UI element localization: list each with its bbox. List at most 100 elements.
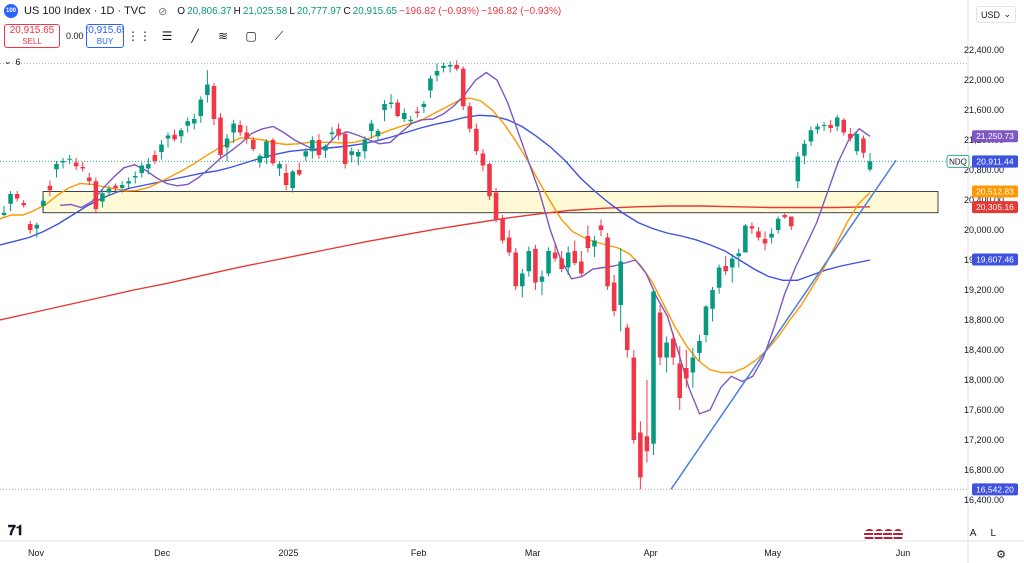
- change-value-2: −196.82 (−0.93%): [481, 5, 562, 17]
- rectangle-icon[interactable]: ▢: [245, 29, 257, 43]
- candle: [592, 240, 597, 247]
- candle: [126, 181, 131, 184]
- candle: [762, 239, 768, 244]
- candle: [834, 117, 840, 127]
- candle: [106, 188, 112, 193]
- events-flags[interactable]: [863, 528, 904, 542]
- currency-select[interactable]: USD ⌄: [976, 6, 1016, 23]
- candle: [329, 132, 335, 134]
- chevron-down-icon: ⌄: [4, 56, 12, 66]
- drag-handle-icon[interactable]: ⋮⋮: [127, 29, 151, 43]
- eye-icon[interactable]: ⊘: [158, 5, 168, 18]
- low-value: 20,777.97: [296, 5, 342, 17]
- price-tag-label: 16,542.20: [976, 484, 1014, 494]
- price-tag-label: 21,250.73: [976, 131, 1014, 141]
- candle: [1, 212, 7, 215]
- candle: [467, 106, 473, 129]
- candle: [703, 306, 709, 335]
- ma-200-line: [0, 205, 871, 321]
- candle: [303, 151, 309, 157]
- ma-50-line: [0, 114, 871, 281]
- candle: [60, 161, 66, 163]
- candle: [775, 218, 781, 230]
- x-tick-label: Jun: [896, 548, 911, 558]
- symbol-title[interactable]: US 100 Index · 1D · TVC: [24, 5, 147, 17]
- price-tag-label: 20,305.16: [976, 202, 1014, 212]
- candle: [264, 141, 269, 158]
- candle: [631, 357, 637, 440]
- candle: [34, 224, 40, 229]
- candle: [415, 111, 420, 113]
- price-tag-label: 20,512.83: [976, 187, 1014, 197]
- y-tick-label: 22,400.00: [964, 45, 1004, 55]
- candle: [736, 253, 742, 257]
- fib-icon[interactable]: ≋: [217, 29, 229, 43]
- buy-button[interactable]: 20,915.65 BUY: [86, 24, 124, 48]
- candle: [270, 140, 276, 164]
- candle: [73, 162, 79, 167]
- candle: [716, 267, 722, 288]
- candle: [500, 218, 505, 241]
- change-value: −196.82 (−0.93%): [399, 5, 480, 17]
- candle: [848, 134, 853, 139]
- candle: [572, 251, 578, 263]
- close-value: 20,915.65: [352, 5, 398, 17]
- indicators-toggle[interactable]: ⌄ 6: [4, 56, 21, 67]
- price-tag-label: 20,911.44: [976, 157, 1013, 167]
- candle: [552, 252, 558, 259]
- candle: [585, 236, 591, 248]
- trend-line-icon[interactable]: ╱: [191, 29, 199, 43]
- candle: [172, 134, 177, 140]
- candle: [375, 131, 381, 137]
- x-tick-label: Nov: [28, 548, 45, 558]
- candle: [139, 165, 145, 173]
- candle: [618, 261, 623, 305]
- gear-icon[interactable]: ⚙: [996, 549, 1006, 561]
- candle: [605, 237, 610, 287]
- candle: [224, 138, 230, 148]
- candle: [152, 155, 158, 161]
- candle: [388, 102, 394, 104]
- high-value: 21,025.58: [242, 5, 288, 17]
- horizontal-lines-icon[interactable]: ☰: [161, 29, 173, 43]
- candle: [191, 119, 197, 124]
- candle: [782, 215, 787, 218]
- x-tick-label: Feb: [411, 548, 427, 558]
- candle: [795, 156, 801, 182]
- candle: [244, 132, 250, 139]
- candle: [342, 134, 348, 164]
- log-scale-button[interactable]: L: [990, 528, 996, 539]
- price-tag-prefix-label: NDQ: [949, 157, 967, 166]
- candle: [802, 143, 807, 156]
- candle: [506, 237, 512, 253]
- ma-20-line: [0, 97, 871, 374]
- candle: [808, 130, 814, 142]
- candle: [119, 185, 125, 188]
- candle: [447, 65, 453, 67]
- auto-scale-button[interactable]: A: [969, 528, 977, 539]
- candle: [788, 216, 794, 227]
- price-tag-prefix: [946, 154, 970, 168]
- candle: [769, 233, 774, 238]
- ray-icon[interactable]: ⟋: [274, 28, 284, 43]
- candle: [513, 252, 519, 287]
- ohlc-readout: O 20,806.37 H 21,025.58 L 20,777.97 C 20,915…: [177, 5, 562, 17]
- x-tick-label: Dec: [154, 548, 171, 558]
- candle: [565, 252, 571, 268]
- candle: [41, 200, 46, 206]
- tradingview-logo[interactable]: 𝟕𝟏: [8, 522, 24, 538]
- y-tick-label: 20,800.00: [964, 165, 1004, 175]
- candle: [559, 258, 564, 269]
- candle: [231, 123, 236, 133]
- symbol-logo: 100: [4, 4, 18, 18]
- candle: [729, 258, 735, 268]
- y-tick-label: 16,400.00: [964, 495, 1004, 505]
- candle: [349, 151, 354, 155]
- candle: [211, 86, 217, 119]
- candle: [21, 203, 26, 206]
- sell-button[interactable]: 20,915.65 SELL: [4, 24, 60, 48]
- candle: [408, 119, 414, 122]
- candle: [579, 261, 584, 274]
- candle: [310, 140, 315, 152]
